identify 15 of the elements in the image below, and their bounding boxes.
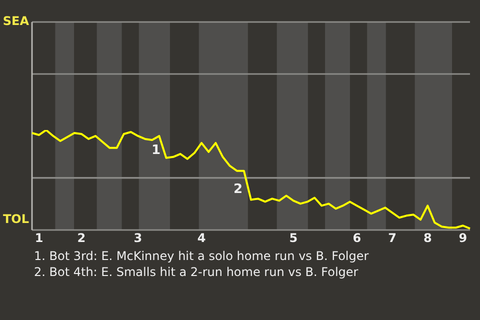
text: 2. Bot 4th: E. Smalls hit a 2-run home run vs B. Folger [34,264,360,280]
x-tick-label: 9 [458,230,468,245]
x-tick-label: 1 [34,230,44,245]
x-tick-label: 6 [352,230,362,245]
x-tick-label: 5 [289,230,298,245]
annotation: 2 [233,182,243,197]
x-tick-label: 3 [134,230,142,245]
x-tick-label: 7 [388,230,396,245]
text: TOL [2,212,30,226]
text: 1. Bot 3rd: E. McKinney hit a solo home run vs B. Folger [34,248,370,264]
x-tick-label: 8 [423,230,432,245]
x-tick-label: 4 [197,230,206,245]
text: SEA [2,14,30,28]
annotation: 1 [151,142,161,158]
x-tick-label: 2 [77,230,86,245]
